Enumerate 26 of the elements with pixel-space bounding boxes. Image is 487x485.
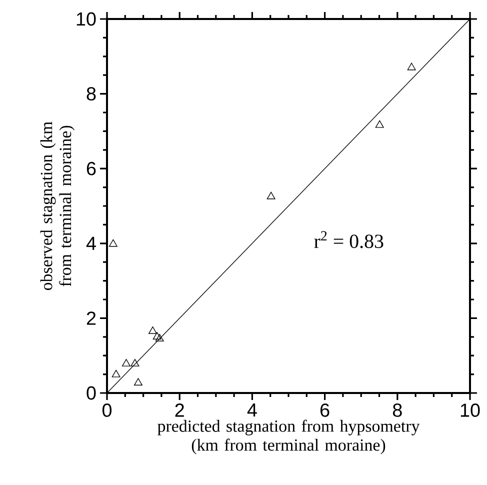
- x-tick-label: 2: [175, 403, 184, 417]
- point: [130, 358, 140, 366]
- y-tick-label: 4: [86, 236, 96, 250]
- x-tick-label: 0: [102, 403, 112, 417]
- point: [122, 358, 130, 366]
- y-tick-label: 0: [86, 386, 96, 400]
- point: [375, 120, 384, 128]
- y-axis-title: observed stagnation (km from terminal moraine): [40, 122, 75, 290]
- y-tick-label: 10: [76, 12, 96, 26]
- x-tick-label: 4: [247, 404, 257, 417]
- point: [112, 370, 120, 378]
- annotation: r$^{2}$ = 0.83: [314, 231, 384, 248]
- point: [134, 378, 142, 386]
- y-tick-label: 8: [86, 87, 96, 100]
- point: [155, 334, 164, 342]
- point: [108, 239, 118, 247]
- point: [152, 332, 162, 340]
- x-tick-label: 8: [392, 403, 402, 417]
- x-tick-label: 10: [460, 403, 480, 417]
- y-tick-label: 2: [86, 312, 96, 325]
- point: [407, 62, 416, 70]
- x-tick-label: 6: [320, 403, 330, 417]
- x-axis-title: predicted stagnation from hypsometry (km from terminal moraine): [158, 420, 420, 454]
- y-tick-label: 6: [86, 162, 96, 176]
- point: [148, 326, 157, 334]
- point: [266, 192, 276, 200]
